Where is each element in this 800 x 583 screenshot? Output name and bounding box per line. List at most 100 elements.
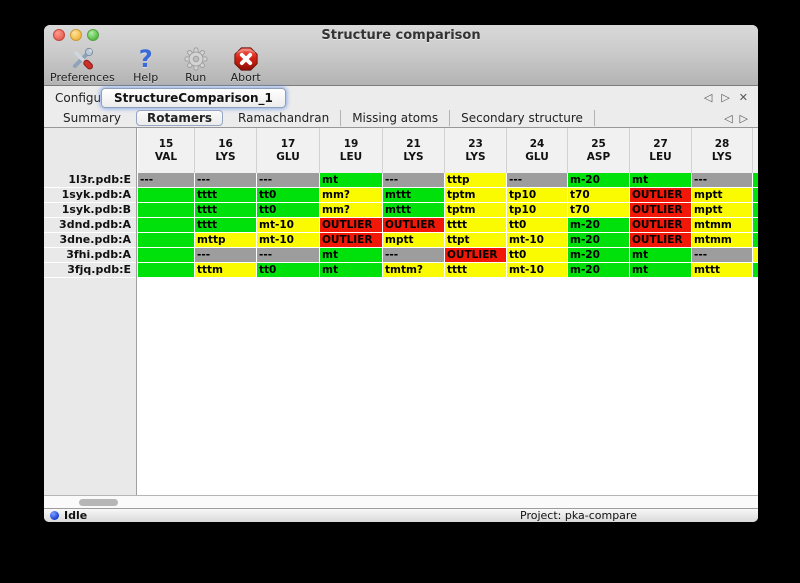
rotamer-cell: mtmm — [692, 218, 753, 233]
structure-label-column: 1l3r.pdb:E 1syk.pdb:A 1syk.pdb:B 3dnd.pdb:A… — [44, 128, 137, 495]
close-window-button[interactable] — [53, 29, 65, 41]
close-task-icon[interactable]: ✕ — [738, 91, 750, 104]
residue-column-header: 17 GLU — [257, 128, 320, 173]
minimize-window-button[interactable] — [70, 29, 82, 41]
prev-tab-arrow[interactable]: ◁ — [724, 112, 733, 125]
rotamer-cell: tttt — [445, 263, 507, 278]
tab-rotamers[interactable]: Rotamers — [136, 110, 224, 126]
rotamer-cell: tp10 — [507, 188, 568, 203]
stop-icon — [232, 46, 260, 72]
rotamer-cell: m-20 — [568, 173, 630, 188]
residue-column-header: 25 ASP — [568, 128, 630, 173]
residue-column-header: 24 GLU — [507, 128, 568, 173]
report-tabs-row: Summary Rotamers Ramachandran Missing at… — [44, 109, 758, 128]
rotamer-cell: tttt — [195, 218, 257, 233]
run-button[interactable]: Run — [177, 46, 215, 84]
configure-label: Configure — [55, 91, 114, 105]
table-data-region: 15 VAL 16 LYS 17 GLU 19 LEU 21 LYS 23 LYS 24 GLU 25 ASP… — [138, 128, 758, 495]
clipped-column-header — [753, 128, 758, 173]
table-row: tttt mt-10 OUTLIER OUTLIER tttt tt0 m-20 OUTLIE… — [138, 218, 758, 233]
rotamer-cell: mttp — [195, 233, 257, 248]
tab-missing-atoms[interactable]: Missing atoms — [341, 110, 451, 126]
rotamer-cell: mptt — [383, 233, 445, 248]
title-bar[interactable]: Structure comparison — [44, 25, 758, 45]
rotamer-cell: t70 — [568, 188, 630, 203]
overflow-cell — [753, 203, 758, 218]
rotamer-cell: --- — [257, 248, 320, 263]
next-task-arrow[interactable]: ▷ — [721, 91, 732, 104]
structure-row-label: 1syk.pdb:A — [44, 188, 136, 203]
overflow-cell — [753, 173, 758, 188]
rotamer-cell: mt — [320, 263, 383, 278]
rotamer-cell: tt0 — [507, 248, 568, 263]
rotamer-cell: tttp — [445, 173, 507, 188]
rotamer-cell: mtmm — [692, 233, 753, 248]
zoom-window-button[interactable] — [87, 29, 99, 41]
task-tab-structurecomparison[interactable]: StructureComparison_1 — [101, 88, 286, 108]
prev-task-arrow[interactable]: ◁ — [703, 91, 715, 104]
overflow-cell — [753, 248, 758, 263]
abort-button[interactable]: Abort — [227, 46, 265, 84]
horizontal-scrollbar-thumb[interactable] — [79, 499, 118, 506]
table-row: tttm tt0 mt tmtm? tttt mt-10 m-20 mt mttt — [138, 263, 758, 278]
tab-secondary-structure[interactable]: Secondary structure — [450, 110, 595, 126]
rotamer-cell: mm? — [320, 203, 383, 218]
rotamer-cell: mt — [320, 248, 383, 263]
residue-column-header: 21 LYS — [383, 128, 445, 173]
structure-row-label: 1l3r.pdb:E — [44, 173, 136, 188]
rotamer-cell: mttt — [383, 188, 445, 203]
rotamer-cell: tttt — [195, 203, 257, 218]
gear-icon — [182, 46, 210, 72]
structure-row-label: 3fhi.pdb:A — [44, 248, 136, 263]
rotamer-cell: mttt — [383, 203, 445, 218]
rotamer-cell: ttpt — [445, 233, 507, 248]
project-label: Project: pka-compare — [520, 509, 637, 522]
horizontal-scrollbar-track[interactable] — [44, 495, 758, 508]
rotamer-cell: --- — [383, 173, 445, 188]
rotamer-cell — [138, 203, 195, 218]
rotamer-cell: mt — [630, 263, 692, 278]
app-window: Structure comparison Preferences ? — [44, 25, 758, 522]
residue-column-header: 15 VAL — [138, 128, 195, 173]
rotamer-cell: --- — [195, 173, 257, 188]
rotamer-table: 1l3r.pdb:E 1syk.pdb:A 1syk.pdb:B 3dnd.pdb:A… — [44, 128, 758, 495]
rotamer-cell: OUTLIER — [630, 218, 692, 233]
rotamer-cell: mt-10 — [257, 218, 320, 233]
structure-row-label: 3dnd.pdb:A — [44, 218, 136, 233]
rotamer-cell: mptt — [692, 188, 753, 203]
overflow-cell — [753, 263, 758, 278]
rotamer-cell: OUTLIER — [320, 233, 383, 248]
residue-header-row: 15 VAL 16 LYS 17 GLU 19 LEU 21 LYS 23 LYS 24 GLU 25 ASP… — [138, 128, 758, 173]
help-button[interactable]: ? Help — [127, 46, 165, 84]
rotamer-cell: m-20 — [568, 218, 630, 233]
rotamer-cell: tttt — [445, 218, 507, 233]
structure-row-label: 3fjq.pdb:E — [44, 263, 136, 278]
rotamer-cell: OUTLIER — [320, 218, 383, 233]
preferences-button[interactable]: Preferences — [50, 46, 115, 84]
status-text: Idle — [64, 509, 88, 522]
table-row: tttt tt0 mm? mttt tptm tp10 t70 OUTLIER mptt — [138, 188, 758, 203]
rotamer-cell: --- — [138, 173, 195, 188]
tab-summary[interactable]: Summary — [63, 111, 121, 125]
rotamer-cell: mt — [630, 173, 692, 188]
status-indicator-icon — [50, 511, 59, 520]
toolbar-button-label: Help — [133, 71, 159, 84]
toolbar: Preferences ? Help — [50, 46, 265, 86]
rotamer-cell: t70 — [568, 203, 630, 218]
residue-column-header: 23 LYS — [445, 128, 507, 173]
rotamer-cell: tt0 — [257, 263, 320, 278]
next-tab-arrow[interactable]: ▷ — [739, 112, 748, 125]
rotamer-cell: mm? — [320, 188, 383, 203]
residue-column-header: 19 LEU — [320, 128, 383, 173]
residue-column-header: 16 LYS — [195, 128, 257, 173]
rotamer-cell — [138, 233, 195, 248]
question-icon: ? — [138, 45, 153, 73]
rotamer-cell: mttt — [692, 263, 753, 278]
rotamer-cell: --- — [195, 248, 257, 263]
rotamer-cell: tmtm? — [383, 263, 445, 278]
tab-ramachandran[interactable]: Ramachandran — [227, 110, 342, 126]
rotamer-cell: OUTLIER — [383, 218, 445, 233]
rotamer-cell: mt-10 — [507, 233, 568, 248]
rotamer-cell — [138, 263, 195, 278]
residue-column-header: 27 LEU — [630, 128, 692, 173]
